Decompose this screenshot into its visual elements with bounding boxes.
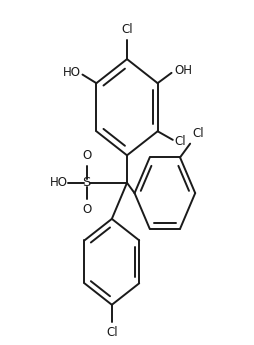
Text: Cl: Cl xyxy=(192,127,204,140)
Text: S: S xyxy=(82,176,91,189)
Text: O: O xyxy=(83,204,92,216)
Text: O: O xyxy=(83,149,92,162)
Text: HO: HO xyxy=(63,66,81,79)
Text: HO: HO xyxy=(49,176,67,189)
Text: Cl: Cl xyxy=(121,23,133,36)
Text: OH: OH xyxy=(174,64,192,77)
Text: Cl: Cl xyxy=(106,326,118,339)
Text: Cl: Cl xyxy=(175,135,186,148)
